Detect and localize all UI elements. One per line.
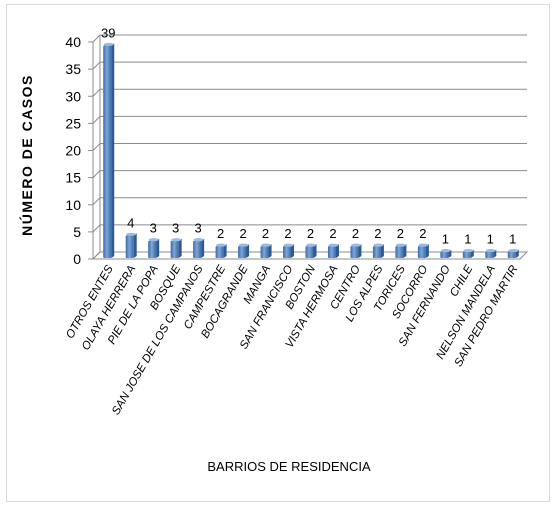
y-axis-label: NÚMERO DE CASOS xyxy=(18,74,35,236)
bars xyxy=(103,42,519,258)
data-label: 4 xyxy=(127,215,134,230)
x-axis-floor xyxy=(91,251,529,260)
gridline xyxy=(92,61,527,70)
y-tick-label: 20 xyxy=(65,143,81,159)
data-label: 2 xyxy=(374,226,381,241)
data-label: 3 xyxy=(195,221,202,236)
gridline xyxy=(92,170,527,178)
data-label: 3 xyxy=(150,221,157,236)
bar xyxy=(440,248,452,258)
bar xyxy=(103,42,115,258)
gridline xyxy=(92,143,527,151)
chart-frame xyxy=(6,4,550,502)
bar xyxy=(238,243,250,258)
bar xyxy=(485,248,497,258)
y-tick-label: 5 xyxy=(73,224,81,240)
data-labels: 394 3 3 3 2 2 2 2 2 2 2 2 2 2 1 1 1 1 xyxy=(101,25,516,246)
data-label: 39 xyxy=(101,25,115,40)
data-label: 2 xyxy=(284,226,291,241)
gridline xyxy=(92,88,527,97)
bar xyxy=(283,243,295,258)
bar xyxy=(507,248,519,258)
axes xyxy=(88,35,529,260)
y-tick-label: 35 xyxy=(65,61,81,77)
bar xyxy=(148,238,160,258)
data-label: 2 xyxy=(329,226,336,241)
y-tick-label: 15 xyxy=(65,170,81,186)
data-label: 1 xyxy=(509,232,516,247)
data-label: 2 xyxy=(307,226,314,241)
bar xyxy=(417,243,429,258)
data-label: 1 xyxy=(487,232,494,247)
y-tick-labels: 0 5 10 15 20 25 30 35 40 xyxy=(65,34,81,267)
gridline xyxy=(92,34,527,43)
data-label: 2 xyxy=(262,226,269,241)
y-tick-label: 0 xyxy=(73,251,81,267)
bar xyxy=(193,238,205,258)
gridline xyxy=(92,115,527,124)
bar xyxy=(170,238,182,258)
bar xyxy=(350,243,362,258)
data-label: 1 xyxy=(442,232,449,247)
bar xyxy=(305,243,317,258)
data-label: 2 xyxy=(397,226,404,241)
data-label: 3 xyxy=(172,221,179,236)
bar xyxy=(395,243,407,258)
y-tick-label: 10 xyxy=(65,197,81,213)
bar xyxy=(462,248,474,258)
bar xyxy=(125,232,137,258)
bar xyxy=(260,243,272,258)
bar xyxy=(372,243,384,258)
y-tick-label: 30 xyxy=(65,88,81,104)
x-axis-label: BARRIOS DE RESIDENCIA xyxy=(207,459,371,474)
data-label: 2 xyxy=(419,226,426,241)
bar xyxy=(215,243,227,258)
bar xyxy=(327,243,339,258)
gridline xyxy=(92,197,527,206)
data-label: 2 xyxy=(239,226,246,241)
y-tick-label: 40 xyxy=(65,34,81,50)
data-label: 2 xyxy=(352,226,359,241)
data-label: 1 xyxy=(464,232,471,247)
data-label: 2 xyxy=(217,226,224,241)
y-tick-label: 25 xyxy=(65,115,81,131)
